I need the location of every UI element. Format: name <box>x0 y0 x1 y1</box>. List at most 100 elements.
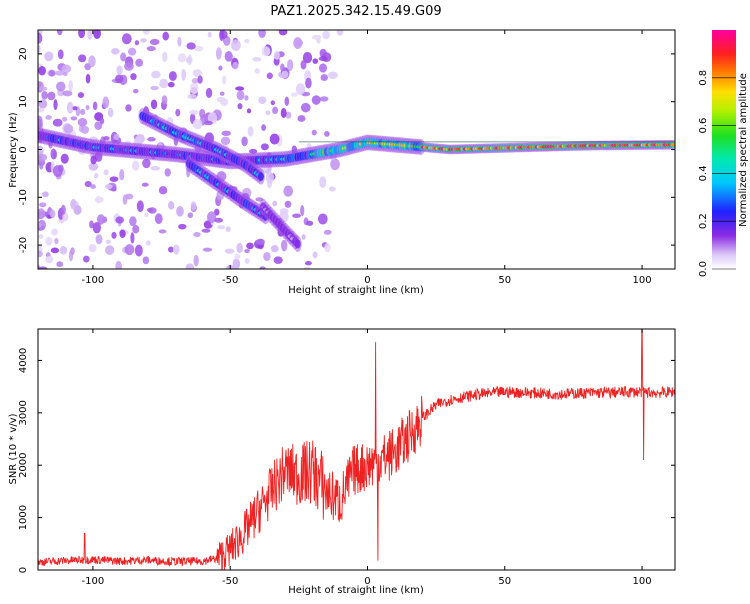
noise-speckle <box>38 208 46 220</box>
noise-speckle <box>87 30 93 40</box>
noise-speckle <box>102 96 110 109</box>
spectrogram-ytick-label: -10 <box>18 189 29 205</box>
noise-speckle <box>181 68 186 81</box>
snr-xtick-label: -50 <box>222 576 238 587</box>
noise-speckle <box>92 101 98 111</box>
noise-speckle <box>323 229 332 235</box>
noise-speckle <box>38 115 43 126</box>
ridge-upper-branch <box>138 108 265 185</box>
noise-speckle <box>217 225 226 230</box>
noise-speckle <box>281 70 289 79</box>
noise-speckle <box>186 42 196 50</box>
noise-speckle <box>132 88 139 94</box>
noise-speckle <box>254 68 261 74</box>
noise-speckle <box>145 240 151 246</box>
noise-speckle <box>88 55 96 68</box>
noise-speckle <box>284 200 292 208</box>
noise-speckle <box>318 63 328 73</box>
noise-speckle <box>62 90 73 97</box>
snr-ytick-label: 1000 <box>18 505 29 530</box>
noise-speckle <box>78 54 87 63</box>
noise-speckle <box>105 239 112 244</box>
noise-speckle <box>311 129 317 136</box>
ridge-main <box>38 127 675 170</box>
noise-speckle <box>215 47 222 60</box>
colorbar-tick-label: 0.4 <box>698 165 709 181</box>
noise-speckle <box>300 60 307 70</box>
noise-speckle <box>53 99 58 111</box>
noise-speckle <box>39 86 48 92</box>
noise-speckle <box>269 133 280 145</box>
noise-speckle <box>130 73 137 81</box>
noise-speckle <box>328 71 338 79</box>
noise-speckle <box>47 91 56 101</box>
noise-speckle <box>272 106 279 115</box>
noise-speckle <box>38 219 46 231</box>
noise-speckle <box>57 30 63 36</box>
snr-ytick-label: 2000 <box>18 452 29 477</box>
noise-speckle <box>104 245 115 255</box>
noise-speckle <box>324 242 331 253</box>
noise-speckle <box>38 153 48 162</box>
noise-speckle <box>297 115 306 122</box>
noise-speckle <box>280 239 288 252</box>
noise-speckle <box>56 81 66 92</box>
noise-speckle <box>41 91 48 100</box>
noise-speckle <box>252 56 262 62</box>
noise-speckle <box>265 171 274 184</box>
noise-speckle <box>134 244 143 257</box>
noise-speckle <box>77 117 88 127</box>
snr-xtick-label: -100 <box>82 576 105 587</box>
noise-speckle <box>231 39 241 51</box>
noise-speckle <box>176 205 184 217</box>
noise-speckle <box>38 234 44 239</box>
noise-speckle <box>263 251 271 262</box>
noise-speckle <box>244 248 250 254</box>
noise-speckle <box>206 211 217 224</box>
noise-speckle <box>207 31 212 38</box>
noise-speckle <box>232 258 241 269</box>
noise-speckle <box>247 126 254 137</box>
figure-title: PAZ1.2025.342.15.49.G09 <box>270 4 441 19</box>
noise-speckle <box>103 169 109 176</box>
noise-speckle <box>273 50 280 60</box>
noise-speckle <box>135 58 144 67</box>
noise-speckle <box>94 121 103 130</box>
noise-speckle <box>38 145 44 157</box>
noise-speckle <box>159 78 169 89</box>
noise-speckle <box>237 103 243 110</box>
noise-speckle <box>52 165 63 177</box>
noise-speckle <box>104 184 113 190</box>
spectrogram-ytick-label: 0 <box>18 146 29 152</box>
noise-speckle <box>38 32 43 44</box>
noise-speckle <box>85 73 91 84</box>
noise-speckle <box>319 48 327 58</box>
noise-speckle <box>235 86 245 91</box>
noise-speckle <box>265 110 271 116</box>
noise-speckle <box>142 256 150 265</box>
spectrogram-xtick-label: 100 <box>633 275 652 286</box>
noise-speckle <box>280 107 287 118</box>
noise-speckle <box>319 176 327 188</box>
noise-speckle <box>42 191 49 198</box>
noise-speckle <box>147 137 156 142</box>
noise-speckle <box>172 244 180 255</box>
noise-speckle <box>127 47 137 56</box>
noise-speckle <box>295 39 304 46</box>
noise-speckle <box>221 75 227 85</box>
noise-speckle <box>162 31 170 41</box>
noise-speckle <box>330 158 340 171</box>
noise-speckle <box>189 82 199 95</box>
noise-speckle <box>72 106 78 111</box>
noise-speckle <box>175 108 181 117</box>
noise-speckle <box>99 117 105 125</box>
noise-speckle <box>142 158 151 169</box>
noise-speckle <box>244 95 249 101</box>
noise-speckle <box>38 266 48 269</box>
noise-speckle <box>312 58 319 64</box>
noise-speckle <box>225 226 231 232</box>
noise-speckle <box>109 176 119 182</box>
noise-speckle <box>70 198 77 210</box>
noise-speckle <box>84 180 92 188</box>
